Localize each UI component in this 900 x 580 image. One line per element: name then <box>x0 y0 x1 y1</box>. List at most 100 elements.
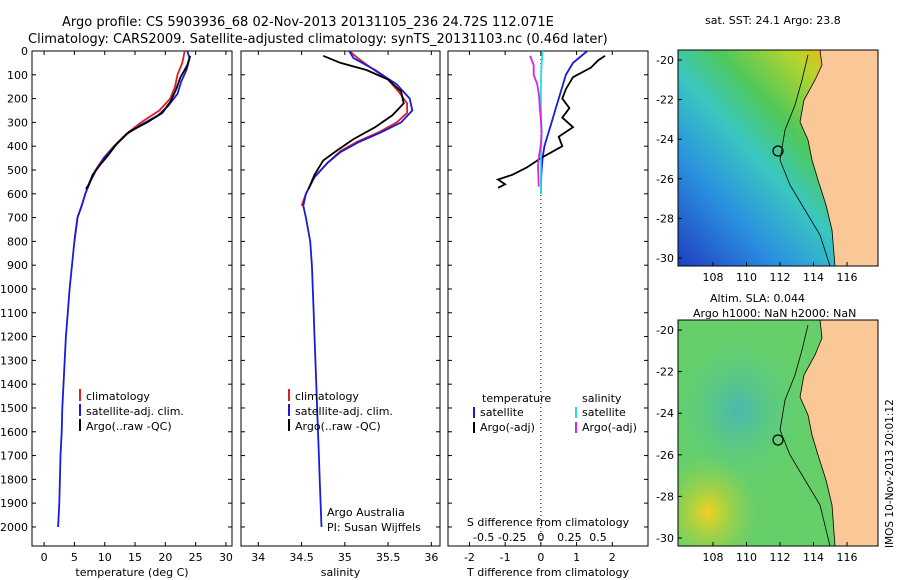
legend-label: satellite <box>480 406 524 419</box>
salinity-panel: 34 34.5 35 35.5 36 salinity climatology satelli… <box>240 50 441 579</box>
y-tick-label: 1600 <box>0 426 28 439</box>
lon-tick-label: 116 <box>837 551 858 564</box>
lon-tick-label: 108 <box>703 551 724 564</box>
sst-float-marker <box>772 145 784 157</box>
difference-panel: -2 -1 0 1 2 T difference from climatology -0.5… <box>447 50 649 579</box>
legend-label: satellite-adj. clim. <box>295 405 393 418</box>
annotation-line1: Argo Australia <box>327 506 405 519</box>
x-tick-label: -1 <box>500 551 511 564</box>
series-line-0 <box>300 50 408 207</box>
y-tick-label: 1500 <box>0 402 28 415</box>
lon-tick-label: 110 <box>736 271 757 284</box>
y-tick-label: 400 <box>7 140 28 153</box>
x-tick-label: 0 <box>41 551 48 564</box>
lat-tick-label: -30 <box>656 252 674 265</box>
s-tick-label: -0.25 <box>498 531 526 544</box>
s-tick-label: 0 <box>537 531 544 544</box>
sla-map-title-line1: Altim. SLA: 0.044 <box>710 292 805 305</box>
s-tick-label: -0.5 <box>473 531 494 544</box>
legend-label: satellite-adj. clim. <box>86 405 184 418</box>
lon-tick-label: 114 <box>803 551 824 564</box>
s-axis-label: S difference from climatology <box>467 516 630 529</box>
y-tick-label: 800 <box>7 235 28 248</box>
legend-label: Argo(..raw -QC) <box>86 420 172 433</box>
s-tick-label: 0.5 <box>589 531 607 544</box>
series-line-1 <box>495 55 606 189</box>
lon-tick-label: 108 <box>703 271 724 284</box>
temperature-panel: 0100200300400500600700800900100011001200… <box>0 45 233 579</box>
legend-label: climatology <box>86 390 150 403</box>
sla-coast-land <box>799 320 878 546</box>
lat-tick-label: -20 <box>656 324 674 337</box>
y-tick-label: 100 <box>7 69 28 82</box>
x-tick-label: 10 <box>98 551 112 564</box>
x-axis-label: T difference from climatology <box>466 566 629 579</box>
lat-tick-label: -22 <box>656 94 674 107</box>
sst-shelf-contour <box>779 54 831 266</box>
lat-tick-label: -26 <box>656 449 674 462</box>
plot-frame <box>31 50 233 547</box>
y-tick-label: 200 <box>7 93 28 106</box>
lon-tick-label: 114 <box>803 271 824 284</box>
y-tick-label: 0 <box>21 45 28 58</box>
lon-tick-label: 112 <box>770 271 791 284</box>
lat-tick-label: -28 <box>656 212 674 225</box>
legend-heading-temperature: temperature <box>482 392 551 405</box>
x-tick-label: 34 <box>251 551 265 564</box>
x-tick-label: 5 <box>71 551 78 564</box>
lat-tick-label: -20 <box>656 54 674 67</box>
sst-map-frame <box>677 49 879 267</box>
sst-map-ticks: -20 -22 -24 -26 -28 -30 108 110 112 114 116 <box>656 54 857 284</box>
x-axis-label: temperature (deg C) <box>75 566 188 579</box>
series-line-0 <box>73 50 186 242</box>
lon-tick-label: 110 <box>736 551 757 564</box>
legend-label: Argo(..raw -QC) <box>295 420 381 433</box>
series-line-3 <box>529 55 543 187</box>
sla-map-frame <box>677 319 879 547</box>
y-tick-label: 900 <box>7 259 28 272</box>
series-line-2 <box>85 55 192 190</box>
x-tick-label: 35 <box>338 551 352 564</box>
sst-map: sat. SST: 24.1 Argo: 23.8 -20-22-24-26-2… <box>656 14 879 284</box>
x-tick-label: 15 <box>128 551 142 564</box>
legend-label: satellite <box>582 406 626 419</box>
y-tick-label: 500 <box>7 164 28 177</box>
x-tick-label: 0 <box>537 551 544 564</box>
legend-label: Argo(-adj) <box>480 421 535 434</box>
x-tick-label: 25 <box>189 551 203 564</box>
x-tick-label: 2 <box>609 551 616 564</box>
y-tick-label: 600 <box>7 188 28 201</box>
legend-label: climatology <box>295 390 359 403</box>
figure-title-line2: Climatology: CARS2009. Satellite-adjuste… <box>28 32 608 47</box>
series-line-2 <box>307 54 405 190</box>
y-tick-label: 1100 <box>0 307 28 320</box>
legend-heading-salinity: salinity <box>582 392 622 405</box>
lat-tick-label: -26 <box>656 173 674 186</box>
x-tick-label: -2 <box>464 551 475 564</box>
lat-tick-label: -22 <box>656 366 674 379</box>
x-tick-label: 36 <box>424 551 438 564</box>
lon-tick-label: 116 <box>837 271 858 284</box>
s-tick-label: 0.25 <box>557 531 582 544</box>
sla-map-ticks: -20 -22 -24 -26 -28 -30 108 110 112 114 116 <box>656 324 857 564</box>
sla-map-title-line2: Argo h1000: NaN h2000: NaN <box>693 307 856 320</box>
y-tick-label: 1700 <box>0 450 28 463</box>
sst-coast-land <box>799 50 878 266</box>
annotation-line2: PI: Susan Wijffels <box>327 521 421 534</box>
sla-shelf-contour <box>779 324 831 546</box>
y-tick-label: 1200 <box>0 331 28 344</box>
y-tick-label: 1900 <box>0 497 28 510</box>
lat-tick-label: -28 <box>656 490 674 503</box>
x-tick-label: 35.5 <box>376 551 401 564</box>
lat-tick-label: -24 <box>656 133 674 146</box>
y-tick-label: 300 <box>7 116 28 129</box>
footer-timestamp: IMOS 10-Nov-2013 20:01:12 <box>884 399 896 548</box>
sla-float-marker <box>772 434 784 446</box>
plot-frame <box>240 50 441 547</box>
y-tick-label: 1300 <box>0 354 28 367</box>
lon-tick-label: 112 <box>770 551 791 564</box>
series-line-1 <box>57 50 191 528</box>
lat-tick-label: -24 <box>656 407 674 420</box>
y-tick-label: 700 <box>7 212 28 225</box>
